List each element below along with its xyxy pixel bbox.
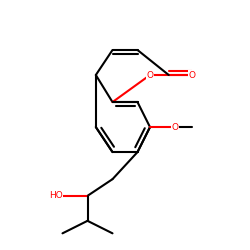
Text: O: O [172,122,178,132]
Text: HO: HO [49,191,62,200]
Text: O: O [146,70,154,80]
Text: O: O [188,70,195,80]
Text: O: O [172,122,178,132]
